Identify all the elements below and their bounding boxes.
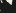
Text: B: B bbox=[0, 0, 16, 4]
Text: C: C bbox=[12, 0, 16, 13]
Text: 2p₀: 2p₀ bbox=[0, 0, 3, 13]
Text: V₀: V₀ bbox=[0, 11, 16, 13]
Text: A: A bbox=[7, 8, 16, 13]
Text: 2V₀: 2V₀ bbox=[0, 11, 16, 13]
Text: p₀: p₀ bbox=[0, 0, 3, 13]
Text: V: V bbox=[14, 0, 16, 13]
Text: Isothermal: Isothermal bbox=[10, 0, 16, 13]
